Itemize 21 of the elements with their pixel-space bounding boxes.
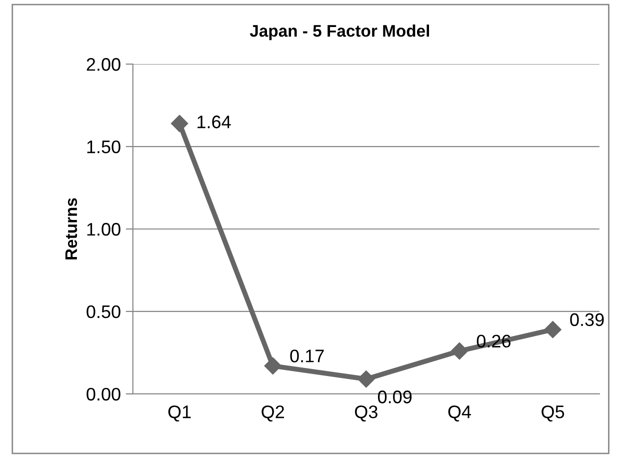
y-tick-label: 1.50 — [87, 140, 120, 154]
point — [358, 370, 375, 388]
data-label: 0.09 — [378, 390, 412, 404]
point — [450, 342, 468, 360]
y-axis-title: Returns — [65, 198, 78, 260]
x-tick-label: Q5 — [542, 405, 564, 422]
y-tick-label: 1.00 — [87, 222, 120, 236]
y-tick-label: 2.00 — [86, 58, 120, 71]
y-tick-label: 0.00 — [86, 388, 120, 401]
chart-title: Japan - 5 Factor Model — [250, 24, 430, 40]
point — [264, 357, 282, 374]
y-tick-label: 0.50 — [86, 305, 120, 318]
data-label: 0.39 — [570, 313, 604, 326]
x-tick-label: Q4 — [448, 405, 471, 422]
x-tick-label: Q1 — [168, 405, 191, 422]
x-tick-label: Q2 — [262, 405, 284, 422]
point — [170, 114, 188, 132]
point — [544, 321, 562, 338]
data-label: 0.17 — [290, 350, 324, 362]
data-label: 1.64 — [198, 116, 231, 128]
x-tick-label: Q3 — [354, 405, 378, 422]
